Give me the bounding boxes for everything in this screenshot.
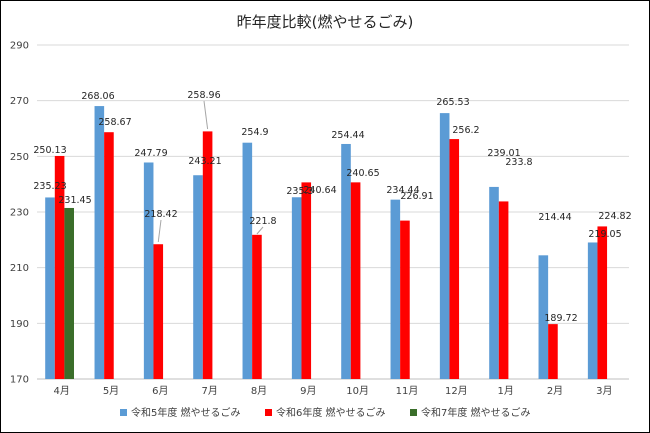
- data-label: 254.9: [241, 127, 268, 138]
- x-tick-label: 7月: [201, 385, 217, 397]
- bar: [143, 162, 154, 379]
- bar: [202, 131, 213, 379]
- x-tick-label: 2月: [547, 385, 563, 397]
- legend: 令和5年度 燃やせるごみ 令和6年度 燃やせるごみ 令和7年度 燃やせるごみ: [120, 406, 531, 419]
- legend-swatch: [265, 409, 272, 416]
- x-tick-label: 5月: [103, 385, 119, 397]
- data-label: 224.82: [598, 211, 631, 222]
- legend-swatch: [120, 409, 127, 416]
- data-label: 233.8: [505, 157, 532, 168]
- x-tick-label: 3月: [596, 385, 612, 397]
- legend-swatch: [410, 409, 417, 416]
- data-label: 240.64: [303, 185, 336, 196]
- bar: [350, 182, 361, 379]
- x-tick-label: 10月: [346, 385, 369, 397]
- data-label: 226.91: [400, 191, 433, 202]
- bar: [94, 106, 105, 379]
- x-tick-label: 1月: [497, 385, 513, 397]
- x-tick-label: 8月: [251, 385, 267, 397]
- data-label: 265.53: [436, 97, 469, 108]
- data-label: 258.96: [187, 90, 220, 101]
- label-leader-line: [203, 100, 209, 130]
- data-label: 239.01: [487, 148, 520, 159]
- bar: [538, 255, 549, 379]
- bar: [449, 139, 460, 379]
- bars: [45, 106, 608, 380]
- bar: [439, 113, 450, 380]
- bar: [587, 242, 598, 379]
- chart-title: 昨年度比較(燃やせるごみ): [237, 13, 414, 31]
- legend-entry: 令和6年度 燃やせるごみ: [265, 406, 386, 419]
- data-label: 189.72: [544, 313, 577, 324]
- label-leader-line: [157, 219, 162, 243]
- data-label: 258.67: [98, 117, 131, 128]
- data-label: 240.65: [346, 168, 379, 179]
- bar: [341, 143, 351, 379]
- y-axis-ticks: 170 190 210 230 250 270 290: [10, 41, 29, 386]
- data-label: 231.45: [58, 195, 91, 206]
- y-tick-label: 170: [10, 375, 29, 386]
- data-label: 235.3: [286, 186, 313, 197]
- x-tick-label: 4月: [53, 385, 69, 397]
- y-tick-label: 250: [10, 152, 29, 163]
- data-label: 250.13: [33, 145, 66, 156]
- bar: [193, 175, 203, 379]
- data-label: 247.79: [134, 148, 167, 159]
- data-label: 268.06: [81, 91, 114, 102]
- bar: [252, 234, 262, 379]
- data-label: 256.2: [452, 125, 479, 136]
- y-tick-label: 290: [10, 41, 29, 52]
- bar: [45, 197, 55, 379]
- bar: [390, 199, 401, 379]
- label-leader-line: [256, 226, 264, 235]
- bar: [104, 132, 114, 379]
- bar: [597, 226, 608, 379]
- x-axis-ticks: 4月 5月 6月 7月 8月 9月 10月 11月 12月 1月 2月 3月: [53, 385, 612, 397]
- bar: [153, 244, 164, 379]
- data-label: 254.44: [331, 130, 364, 141]
- data-label: 234.44: [386, 185, 419, 196]
- data-label: 214.44: [538, 212, 571, 223]
- x-tick-label: 6月: [152, 385, 168, 397]
- data-label: 219.05: [588, 229, 621, 240]
- bar: [242, 142, 253, 379]
- gridlines: [37, 44, 629, 380]
- data-label: 235.23: [33, 181, 66, 192]
- y-tick-label: 230: [10, 208, 29, 219]
- bar: [400, 220, 410, 379]
- data-label: 243.21: [188, 156, 221, 167]
- y-tick-label: 190: [10, 319, 29, 330]
- bar: [291, 197, 302, 379]
- bar: [498, 201, 509, 379]
- legend-label: 令和6年度 燃やせるごみ: [276, 406, 386, 419]
- bar: [64, 207, 74, 379]
- bar: [548, 324, 558, 379]
- x-tick-label: 12月: [445, 385, 468, 397]
- data-label: 221.8: [249, 216, 276, 227]
- legend-label: 令和5年度 燃やせるごみ: [131, 406, 241, 419]
- data-label: 218.42: [144, 209, 177, 220]
- x-tick-label: 11月: [396, 385, 419, 397]
- bar: [489, 186, 499, 379]
- bar: [54, 155, 65, 379]
- legend-label: 令和7年度 燃やせるごみ: [421, 406, 531, 419]
- data-labels: 235.23 268.06 247.79 243.21 254.9 235.3 254.44…: [33, 90, 631, 324]
- legend-entry: 令和7年度 燃やせるごみ: [410, 406, 531, 419]
- y-tick-label: 210: [10, 263, 29, 274]
- legend-entry: 令和5年度 燃やせるごみ: [120, 406, 241, 419]
- x-tick-label: 9月: [300, 385, 316, 397]
- y-tick-label: 270: [10, 96, 29, 107]
- bar: [301, 182, 312, 379]
